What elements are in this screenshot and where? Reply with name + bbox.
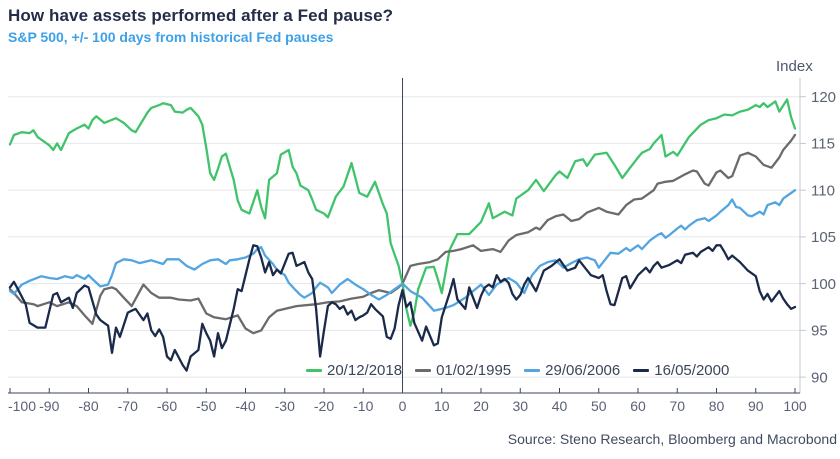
x-tick-label-80: 80 <box>709 398 725 414</box>
y-tick-label-105: 105 <box>811 229 836 246</box>
y-tick-label-110: 110 <box>811 182 835 199</box>
x-tick-label--20: -20 <box>314 398 334 414</box>
legend-label: 20/12/2018 <box>327 362 403 379</box>
y-axis-title: Index <box>776 58 813 75</box>
x-tick-label-100: 100 <box>783 398 807 414</box>
y-tick-label-90: 90 <box>811 369 828 386</box>
chart-subtitle: S&P 500, +/- 100 days from historical Fe… <box>8 29 334 45</box>
x-tick-label--70: -70 <box>118 398 138 414</box>
legend-item: 16/05/2000 <box>633 362 729 379</box>
chart-title: How have assets performed after a Fed pa… <box>8 6 394 25</box>
chart-line-29/06/2006 <box>8 189 797 312</box>
legend-label: 29/06/2006 <box>545 362 621 379</box>
x-tick-label--60: -60 <box>157 398 177 414</box>
x-tick-label--30: -30 <box>275 398 295 414</box>
x-tick-label-20: 20 <box>473 398 489 414</box>
legend-swatch-blue <box>524 369 541 372</box>
x-tick-label-0: 0 <box>399 398 407 414</box>
y-tick-label-95: 95 <box>811 323 828 340</box>
legend-item: 01/02/1995 <box>415 362 511 379</box>
x-tick-label--90: -90 <box>39 398 59 414</box>
x-tick-label--10: -10 <box>353 398 373 414</box>
chart-legend: 20/12/2018 01/02/1995 29/06/2006 16/05/2… <box>306 362 729 379</box>
legend-item: 29/06/2006 <box>524 362 620 379</box>
x-tick-label-10: 10 <box>434 398 450 414</box>
y-tick-label-120: 120 <box>811 89 836 106</box>
chart-line-20/12/2018 <box>8 98 797 327</box>
x-tick-label--80: -80 <box>78 398 98 414</box>
legend-label: 01/02/1995 <box>436 362 512 379</box>
chart-line-16/05/2000 <box>8 244 797 372</box>
legend-item: 20/12/2018 <box>306 362 402 379</box>
x-tick-label--50: -50 <box>196 398 216 414</box>
y-tick-label-115: 115 <box>811 136 835 153</box>
x-tick-label-40: 40 <box>552 398 568 414</box>
legend-swatch-gray <box>415 369 432 372</box>
legend-swatch-green <box>306 369 322 372</box>
x-tick-label-30: 30 <box>512 398 528 414</box>
legend-swatch-navy <box>633 369 650 372</box>
x-tick-label-60: 60 <box>630 398 646 414</box>
y-tick-label-100: 100 <box>811 276 836 293</box>
x-tick-label--100: -100 <box>8 398 36 414</box>
x-tick-label--40: -40 <box>235 398 255 414</box>
x-tick-label-70: 70 <box>669 398 685 414</box>
x-tick-label-50: 50 <box>591 398 607 414</box>
legend-label: 16/05/2000 <box>654 362 730 379</box>
chart-line-01/02/1995 <box>8 133 797 335</box>
x-tick-label-90: 90 <box>748 398 764 414</box>
source-attribution: Source: Steno Research, Bloomberg and Ma… <box>507 431 837 447</box>
